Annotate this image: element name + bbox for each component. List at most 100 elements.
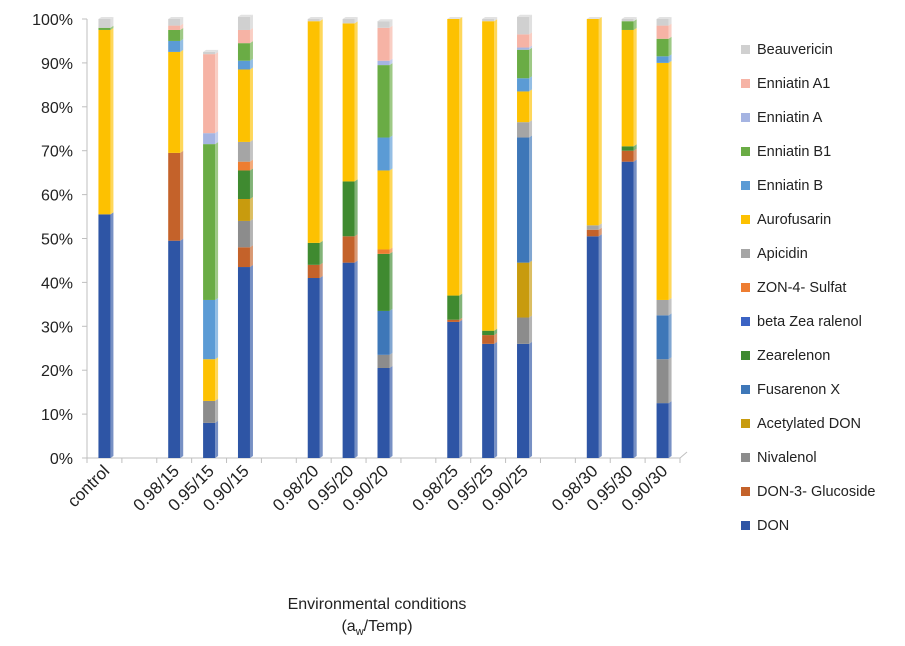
bar-segment-beauvericin — [482, 19, 495, 22]
bar-segment-side — [249, 245, 253, 268]
y-tick-label: 80% — [41, 100, 73, 117]
bar-segment-beauvericin — [98, 19, 111, 28]
legend-swatch-don-3-glucoside — [741, 487, 750, 496]
bar-segment-side — [249, 27, 253, 44]
bar-segment-fusarenon-x — [517, 137, 530, 263]
bar-segment-zon-4-sulfat — [377, 249, 390, 254]
bar-segment-side — [459, 17, 463, 296]
y-tick-label: 20% — [41, 363, 73, 380]
bar-segment-don — [447, 321, 460, 458]
bar-segment-side — [494, 333, 498, 344]
y-tick-label: 100% — [32, 12, 73, 29]
bar-segment-side — [529, 315, 533, 344]
bar-segment-side — [319, 262, 323, 279]
bar-segment-don — [342, 262, 355, 458]
bar-segment-enniatin-b — [377, 137, 390, 171]
legend-swatch-nivalenol — [741, 453, 750, 462]
legend-label-apicidin: Apicidin — [757, 246, 808, 262]
bar-segment-beauvericin — [342, 19, 355, 24]
bar-segment-side — [668, 17, 672, 26]
bar-segment-side — [668, 60, 672, 300]
y-tick-label: 0% — [50, 451, 73, 468]
bar-segment-side — [633, 27, 637, 147]
bar-top-cap — [621, 17, 637, 19]
bar-segment-aurofusarin — [342, 23, 355, 182]
chart-legend: Beauvericin Enniatin A1 Enniatin A Enniatin… — [741, 42, 875, 534]
bar-segment-aurofusarin — [203, 359, 216, 401]
bar-top-cap — [586, 17, 602, 19]
bar-segment-side — [494, 341, 498, 458]
bar-segment-aurofusarin — [656, 62, 669, 300]
legend-label-aurofusarin: Aurofusarin — [757, 212, 831, 228]
bar-segment-side — [459, 319, 463, 458]
legend-label-enniatin-a1: Enniatin A1 — [757, 76, 830, 92]
bar-segment-enniatin-b — [203, 299, 216, 360]
bar-segment-enniatin-b1 — [237, 43, 250, 61]
bar-segment-enniatin-a1 — [203, 54, 216, 134]
legend-label-enniatin-b: Enniatin B — [757, 178, 823, 194]
bar-top-cap — [307, 17, 323, 19]
y-tick-label: 70% — [41, 144, 73, 161]
legend-label-enniatin-b1: Enniatin B1 — [757, 144, 831, 160]
bar-top-cap — [517, 14, 533, 17]
bar-segment-enniatin-b1 — [203, 144, 216, 300]
bar-top-cap — [447, 17, 463, 19]
bar-segment-side — [354, 260, 358, 458]
bar-top-cap — [482, 17, 498, 19]
bar-segment-beauvericin — [377, 21, 390, 28]
legend-label-fusarenon-x: Fusarenon X — [757, 382, 840, 398]
bar-segment-enniatin-a1 — [377, 27, 390, 61]
bar-segment-side — [529, 135, 533, 263]
bar-segment-side — [389, 352, 393, 369]
bar-segment-beauvericin — [307, 19, 320, 22]
x-axis-title-line2: (aw/Temp) — [341, 618, 413, 639]
x-axis-depth-line — [679, 451, 688, 459]
bar-segment-enniatin-b1 — [517, 49, 530, 79]
bar-segment-nivalenol — [656, 359, 669, 404]
chart-bars — [98, 14, 672, 459]
bar-segment-don — [621, 161, 634, 459]
bar-segment-side — [459, 317, 463, 322]
bar-segment-side — [354, 234, 358, 263]
bar-segment-side — [389, 58, 393, 66]
bar-segment-zearelenon — [342, 181, 355, 237]
bar-segment-side — [529, 89, 533, 123]
bar-segment-side — [389, 168, 393, 250]
bar-segment-side — [598, 223, 602, 230]
bar-segment-side — [389, 63, 393, 138]
bar-segment-don-3-glucoside — [237, 247, 250, 268]
bar-segment-don-3-glucoside — [586, 229, 599, 237]
bar-segment-apicidin — [586, 225, 599, 230]
bar-segment-don-3-glucoside — [168, 152, 181, 241]
bar-segment-side — [249, 139, 253, 162]
bar-segment-side — [529, 341, 533, 458]
legend-label-zon-4-sulfat: ZON-4- Sulfat — [757, 280, 846, 296]
bar-segment-side — [494, 19, 498, 331]
bar-segment-don — [482, 343, 495, 458]
bar-segment-enniatin-a1 — [517, 34, 530, 48]
x-tick-label: control — [64, 461, 114, 511]
bar-segment-aurofusarin — [237, 69, 250, 142]
y-tick-label: 40% — [41, 275, 73, 292]
bar-segment-zearelenon — [377, 253, 390, 311]
bar-segment-apicidin — [237, 141, 250, 162]
bar-segment-side — [529, 45, 533, 50]
bar-segment-beauvericin — [656, 19, 669, 26]
bar-segment-don-3-glucoside — [447, 319, 460, 322]
bar-segment-zearelenon — [482, 330, 495, 336]
bar-segment-apicidin — [517, 122, 530, 138]
bar-segment-side — [319, 276, 323, 458]
bar-segment-side — [633, 148, 637, 162]
bar-segment-aurofusarin — [168, 51, 181, 153]
bar-segment-side — [215, 297, 219, 360]
bar-segment-don — [307, 278, 320, 458]
bar-segment-zearelenon — [307, 242, 320, 265]
bar-segment-don — [377, 368, 390, 458]
bar-segment-side — [494, 328, 498, 336]
legend-label-don-3-glucoside: DON-3- Glucoside — [757, 484, 875, 500]
bar-segment-side — [354, 17, 358, 24]
bar-segment-side — [668, 54, 672, 63]
bar-segment-side — [389, 308, 393, 355]
bar-segment-zearelenon — [447, 295, 460, 320]
bar-segment-enniatin-a1 — [656, 25, 669, 39]
